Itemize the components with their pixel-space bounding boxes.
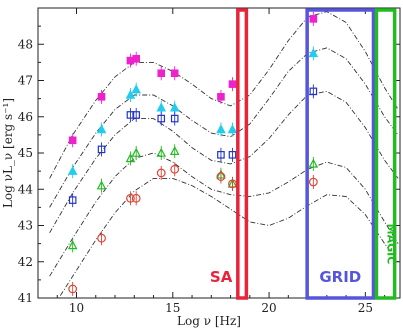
y-axis-title: Log νL_ν [erg s⁻¹] bbox=[1, 98, 15, 208]
energy-bands-layer: SA GRID MAGIC bbox=[210, 8, 398, 300]
model-curve-4 bbox=[58, 177, 399, 298]
band-grid-box bbox=[305, 8, 376, 300]
band-sa-label: SA bbox=[210, 268, 233, 286]
y-tick-label-46: 46 bbox=[18, 110, 33, 124]
model-curve-3 bbox=[49, 152, 399, 277]
model-curve-0 bbox=[49, 11, 399, 179]
y-tick-label-47: 47 bbox=[18, 74, 33, 88]
band-sa-box bbox=[236, 8, 249, 300]
band-magic-box bbox=[374, 8, 397, 300]
data-points-layer bbox=[67, 11, 319, 296]
y-tick-label-41: 41 bbox=[18, 291, 33, 305]
model-curve-2 bbox=[49, 90, 399, 234]
y-tick-label-43: 43 bbox=[18, 219, 33, 233]
y-tick-label-44: 44 bbox=[18, 182, 34, 196]
plot-frame bbox=[37, 7, 401, 299]
y-tick-label-48: 48 bbox=[18, 37, 33, 51]
band-grid-label: GRID bbox=[319, 268, 361, 286]
x-tick-label-10: 10 bbox=[69, 301, 84, 315]
band-magic-label: MAGIC bbox=[385, 224, 398, 265]
x-tick-label-15: 15 bbox=[165, 301, 180, 315]
y-tick-label-45: 45 bbox=[18, 146, 33, 160]
x-tick-label-25: 25 bbox=[358, 301, 373, 315]
x-axis-title: Log ν [Hz] bbox=[177, 314, 241, 328]
axis-ticks-layer: 10 15 20 25 41 42 43 44 45 46 47 48 bbox=[18, 8, 400, 315]
x-tick-label-20: 20 bbox=[261, 301, 276, 315]
model-curves-layer bbox=[49, 11, 399, 298]
model-curve-1 bbox=[49, 47, 399, 208]
y-tick-label-42: 42 bbox=[18, 255, 33, 269]
